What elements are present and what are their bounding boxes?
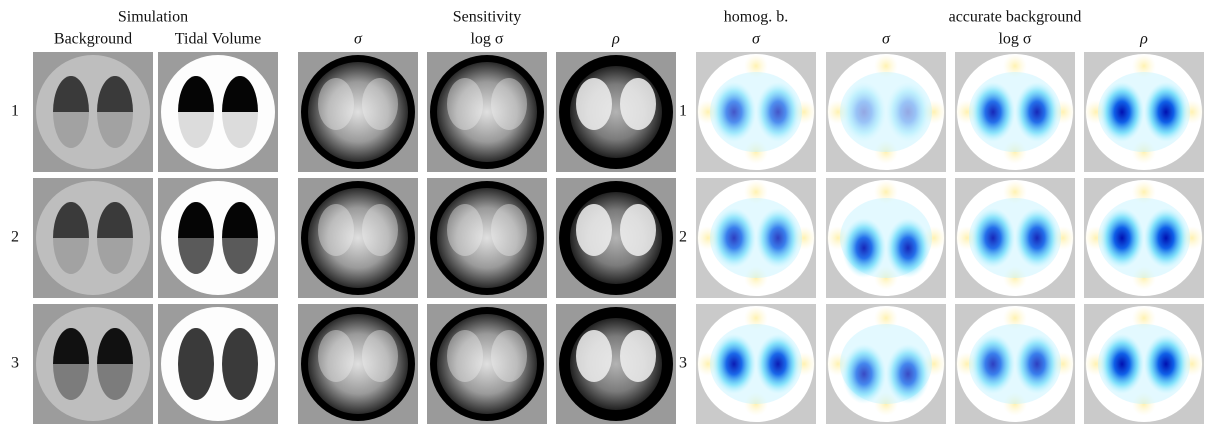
lung: [886, 82, 930, 142]
lung: [362, 204, 398, 256]
lung: [318, 204, 354, 256]
column-label: Tidal Volume: [175, 31, 261, 48]
row-label: 3: [679, 355, 687, 372]
column-label: Background: [54, 31, 132, 48]
lung: [1015, 208, 1059, 268]
row-label: 1: [679, 103, 687, 120]
lung: [620, 78, 656, 130]
column-label: σ: [882, 31, 891, 48]
lung: [447, 204, 483, 256]
group-title: homog. b.: [724, 9, 788, 26]
lung: [491, 330, 527, 382]
lung: [1144, 82, 1188, 142]
column-label: σ: [354, 31, 363, 48]
lung: [1100, 334, 1144, 394]
lung: [620, 204, 656, 256]
lung: [1144, 208, 1188, 268]
lung: [756, 208, 800, 268]
lung: [491, 78, 527, 130]
lung: [620, 330, 656, 382]
lung: [576, 204, 612, 256]
column-label: σ: [752, 31, 761, 48]
column-label: log σ: [470, 31, 503, 48]
row-label: 2: [11, 229, 19, 246]
lung: [712, 334, 756, 394]
lung: [842, 82, 886, 142]
lung: [1015, 334, 1059, 394]
group-title: accurate background: [949, 9, 1082, 26]
lung: [1100, 208, 1144, 268]
lung: [576, 330, 612, 382]
lung: [756, 334, 800, 394]
lung: [971, 334, 1015, 394]
lung: [1144, 334, 1188, 394]
lung: [971, 82, 1015, 142]
lung: [1100, 82, 1144, 142]
lung: [886, 218, 930, 278]
column-label: ρ: [611, 31, 620, 48]
column-label: ρ: [1139, 31, 1148, 48]
lung: [842, 344, 886, 404]
group-title: Sensitivity: [453, 9, 521, 26]
lung: [842, 218, 886, 278]
row-label: 1: [11, 103, 19, 120]
figure: Simulation Sensitivity homog. b. accurat…: [0, 0, 1215, 428]
lung: [712, 82, 756, 142]
lung: [318, 78, 354, 130]
lung: [362, 78, 398, 130]
group-title: Simulation: [118, 9, 188, 26]
lung: [447, 330, 483, 382]
lung: [1015, 82, 1059, 142]
lung: [491, 204, 527, 256]
row-label: 3: [11, 355, 19, 372]
lung: [318, 330, 354, 382]
column-label: log σ: [998, 31, 1031, 48]
row-label: 2: [679, 229, 687, 246]
lung: [756, 82, 800, 142]
lung: [362, 330, 398, 382]
lung: [576, 78, 612, 130]
lung: [886, 344, 930, 404]
lung: [971, 208, 1015, 268]
lung: [447, 78, 483, 130]
lung: [712, 208, 756, 268]
